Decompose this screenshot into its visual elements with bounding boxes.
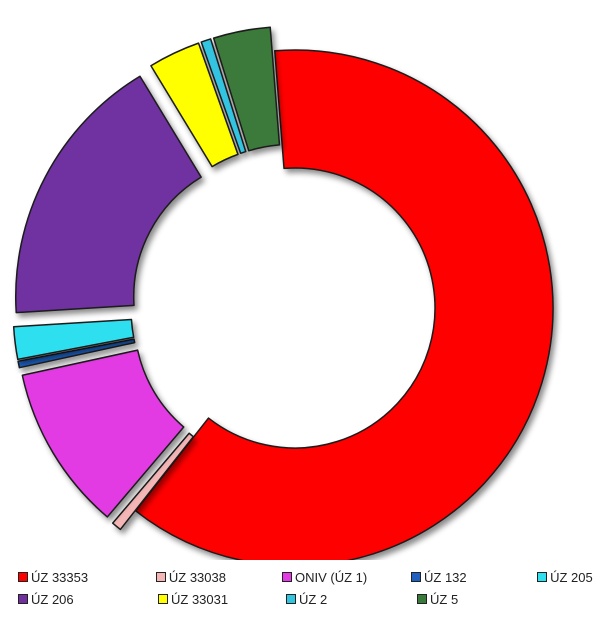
legend-label: ÚZ 205	[550, 569, 593, 585]
chart-legend: ÚZ 33353 ÚZ 33038 ONIV (ÚZ 1) ÚZ 132 ÚZ …	[0, 566, 606, 616]
doughnut-slice-z-132	[17, 338, 136, 369]
legend-swatch	[18, 572, 28, 582]
legend-swatch	[537, 572, 548, 582]
doughnut-slice-z-5	[212, 26, 281, 152]
legend-item-uz-132: ÚZ 132	[411, 570, 537, 585]
doughnut-slice-z-33353	[134, 49, 554, 560]
legend-swatch	[155, 572, 166, 582]
legend-swatch	[18, 594, 28, 604]
doughnut-slice-z-205	[12, 318, 135, 361]
legend-item-oniv-uz-1: ONIV (ÚZ 1)	[281, 569, 411, 585]
legend-item-uz-5: ÚZ 5	[417, 592, 497, 607]
legend-label: ÚZ 33038	[168, 569, 226, 585]
legend-label: ONIV (ÚZ 1)	[294, 569, 368, 585]
legend-item-uz-33031: ÚZ 33031	[158, 592, 286, 607]
legend-label: ÚZ 5	[430, 591, 459, 607]
legend-label: ÚZ 132	[424, 569, 467, 585]
legend-label: ÚZ 33031	[171, 591, 229, 607]
doughnut-slice-oniv-z-1	[21, 349, 185, 518]
legend-swatch	[158, 594, 168, 604]
doughnut-slice-z-33038	[111, 432, 195, 531]
legend-item-uz-205: ÚZ 205	[537, 570, 606, 585]
legend-label: ÚZ 206	[31, 591, 74, 607]
legend-label: ÚZ 33353	[31, 569, 89, 585]
legend-item-uz-33038: ÚZ 33038	[155, 569, 282, 585]
legend-swatch	[411, 572, 421, 582]
doughnut-slice-z-2	[200, 38, 247, 155]
doughnut-slice-z-206	[14, 75, 202, 314]
legend-swatch	[417, 594, 427, 604]
legend-label: ÚZ 2	[299, 591, 328, 607]
legend-item-uz-33353: ÚZ 33353	[18, 570, 156, 585]
doughnut-slice-z-33031	[150, 42, 239, 168]
legend-item-uz-206: ÚZ 206	[18, 592, 158, 607]
legend-item-uz-2: ÚZ 2	[286, 592, 417, 607]
legend-swatch	[286, 594, 296, 604]
legend-swatch	[281, 572, 292, 582]
doughnut-chart	[12, 26, 554, 560]
